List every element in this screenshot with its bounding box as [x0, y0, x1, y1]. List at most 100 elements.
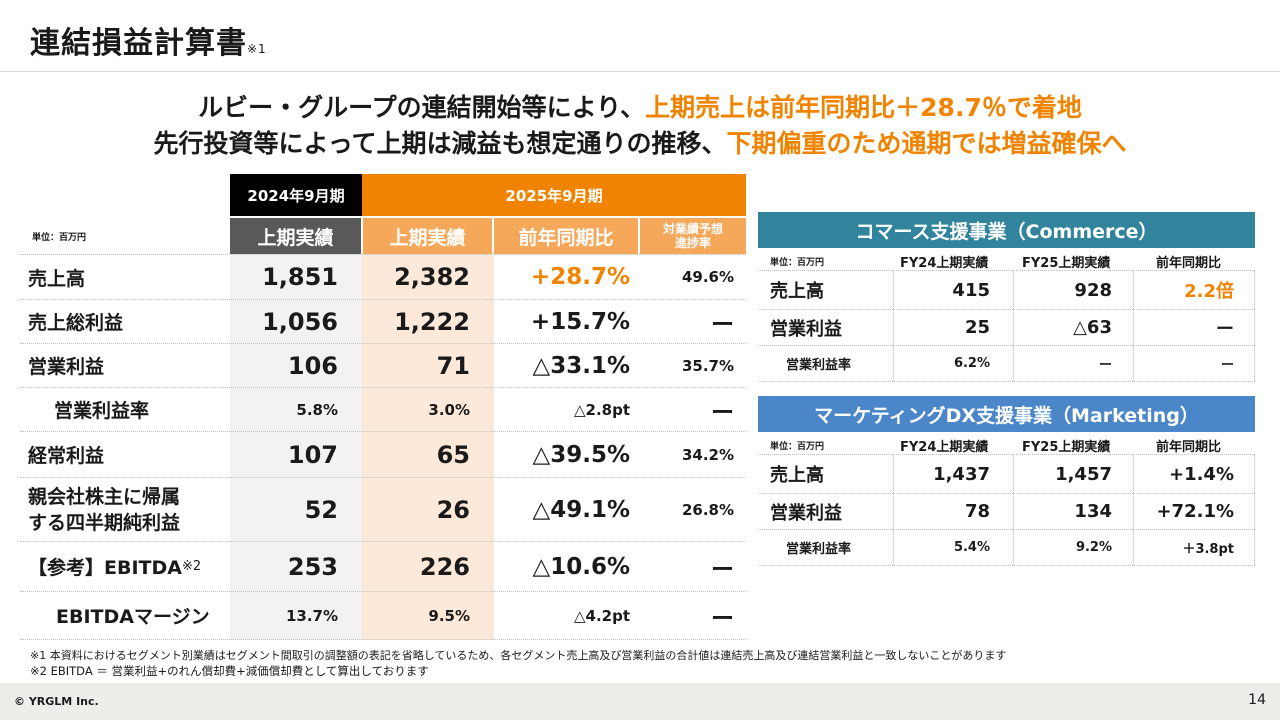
col-divider: [1133, 346, 1134, 381]
commerce-col-fy25: FY25上期実績: [1022, 256, 1111, 271]
col-divider: [1254, 271, 1255, 309]
col-yoy: 前年同期比: [494, 218, 638, 254]
page-number: 14: [1248, 692, 1266, 708]
headline-line-1: ルビー・グループの連結開始等により、上期売上は前年同期比＋28.7％で着地: [0, 88, 1280, 124]
row-label: 親会社株主に帰属 する四半期純利益: [28, 478, 180, 541]
headline-2-orange: 下期偏重のため通期では増益確保へ: [726, 129, 1127, 158]
cell-prev: 106: [287, 351, 338, 380]
marketing-unit: 単位：百万円: [770, 442, 825, 452]
consolidated-pl-table: 2024年9月期 2025年9月期 単位：百万円 上期実績 上期実績 前年同期比…: [20, 174, 746, 640]
col-divider: [1013, 310, 1014, 345]
marketing-col-fy24: FY24上期実績: [900, 440, 989, 455]
row-label: 【参考】EBITDA ※2: [28, 542, 201, 591]
cell-progress: 26.8%: [681, 500, 734, 519]
col-divider: [1013, 271, 1014, 309]
row-ordinary-profit: 経常利益 107 65 △39.5% 34.2%: [20, 432, 746, 478]
col-divider: [893, 271, 894, 309]
cell-fy24: 5.4%: [953, 540, 990, 555]
cell-yoy: +72.1%: [1156, 501, 1234, 522]
row-label-note: ※2: [181, 559, 202, 574]
commerce-unit: 単位：百万円: [770, 258, 825, 268]
fy2025-header: 2025年9月期: [362, 174, 746, 216]
fy2025-column-bg: [362, 254, 494, 640]
col-divider: [1133, 271, 1134, 309]
cell-yoy: ー: [1220, 358, 1234, 373]
page-title-note: ※1: [247, 42, 267, 56]
row-label: 営業利益率: [786, 358, 852, 373]
cell-curr: 3.0%: [428, 400, 470, 419]
row-label: 営業利益: [770, 318, 842, 340]
cell-prev: 107: [287, 440, 338, 469]
headline-1-orange: 上期売上は前年同期比＋28.7％で着地: [645, 93, 1082, 122]
footnote-1: ※1 本資料におけるセグメント別業績はセグメント間取引の調整額の表記を省略してい…: [30, 649, 1007, 662]
cell-fy25: ー: [1098, 358, 1112, 373]
cell-yoy: △10.6%: [532, 553, 630, 580]
cell-prev: 253: [287, 552, 338, 581]
col-divider: [1133, 455, 1134, 493]
col-divider: [1254, 455, 1255, 493]
row-sales: 売上高 1,851 2,382 +28.7% 49.6%: [20, 254, 746, 300]
cell-prev: 13.7%: [285, 606, 338, 625]
marketing-title: マーケティングDX支援事業（Marketing）: [758, 396, 1255, 432]
col-progress-line1: 対業績予想: [662, 222, 723, 236]
cell-yoy: △49.1%: [532, 496, 630, 523]
col-divider: [893, 530, 894, 565]
col-divider: [893, 494, 894, 529]
cell-yoy: △2.8pt: [573, 400, 630, 419]
cell-prev: 1,056: [262, 307, 338, 336]
cell-progress: ー: [711, 556, 734, 583]
cell-fy25: 9.2%: [1075, 540, 1112, 555]
commerce-row-op: 営業利益 25 △63 ー: [758, 310, 1255, 346]
marketing-segment-table: マーケティングDX支援事業（Marketing） 単位：百万円 FY24上期実績…: [758, 396, 1255, 566]
row-ebitda: 【参考】EBITDA ※2 253 226 △10.6% ー: [20, 542, 746, 592]
row-operating-margin: 営業利益率 5.8% 3.0% △2.8pt ー: [20, 388, 746, 432]
headline-line-2: 先行投資等によって上期は減益も想定通りの推移、下期偏重のため通期では増益確保へ: [0, 124, 1280, 160]
cell-curr: 26: [436, 495, 470, 524]
cell-curr: 226: [419, 552, 470, 581]
cell-fy25: 134: [1074, 501, 1112, 522]
col-progress: 対業績予想 進捗率: [640, 218, 746, 254]
row-label: 営業利益: [28, 356, 105, 378]
cell-curr: 1,222: [394, 307, 470, 336]
fy2024-header: 2024年9月期: [230, 174, 362, 216]
cell-fy24: 25: [964, 317, 990, 338]
row-label-text: 【参考】EBITDA: [28, 557, 182, 579]
row-net-income: 親会社株主に帰属 する四半期純利益 52 26 △49.1% 26.8%: [20, 478, 746, 542]
cell-fy24: 78: [964, 501, 990, 522]
unit-label: 単位：百万円: [32, 233, 87, 243]
row-label: 売上総利益: [28, 312, 124, 334]
cell-curr: 9.5%: [428, 606, 470, 625]
cell-yoy: 2.2倍: [1184, 281, 1234, 302]
row-label-line1: 親会社株主に帰属: [28, 485, 181, 508]
col-divider: [893, 310, 894, 345]
cell-yoy: +1.4%: [1168, 463, 1234, 485]
row-label: 営業利益率: [54, 400, 150, 422]
cell-yoy: △33.1%: [532, 352, 630, 379]
col-divider: [1133, 494, 1134, 529]
cell-curr: 2,382: [394, 263, 470, 291]
headline-1-black: ルビー・グループの連結開始等により、: [198, 93, 646, 122]
cell-progress: ー: [711, 605, 734, 632]
commerce-row-margin: 営業利益率 6.2% ー ー: [758, 346, 1255, 382]
headline-2-black: 先行投資等によって上期は減益も想定通りの推移、: [153, 129, 727, 158]
cell-fy24: 1,437: [933, 463, 990, 485]
page-title: 連結損益計算書※1: [30, 18, 267, 62]
cell-curr: 65: [436, 440, 470, 469]
commerce-segment-table: コマース支援事業（Commerce） 単位：百万円 FY24上期実績 FY25上…: [758, 212, 1255, 382]
col-divider: [1013, 455, 1014, 493]
col-divider: [1254, 310, 1255, 345]
commerce-subheader: 単位：百万円 FY24上期実績 FY25上期実績 前年同期比: [758, 248, 1255, 271]
cell-progress: 34.2%: [681, 445, 734, 464]
cell-yoy: +15.7%: [530, 308, 630, 335]
row-label: 売上高: [770, 465, 824, 486]
row-label: 売上高: [770, 281, 824, 302]
marketing-col-yoy: 前年同期比: [1156, 440, 1222, 455]
marketing-row-margin: 営業利益率 5.4% 9.2% ＋3.8pt: [758, 530, 1255, 566]
col-divider: [893, 455, 894, 493]
commerce-row-sales: 売上高 415 928 2.2倍: [758, 270, 1255, 310]
cell-yoy: △39.5%: [532, 441, 630, 468]
cell-fy24: 6.2%: [953, 356, 990, 371]
commerce-title: コマース支援事業（Commerce）: [758, 212, 1255, 248]
footer: © YRGLM Inc. 14: [0, 683, 1280, 720]
cell-yoy: ＋3.8pt: [1182, 542, 1234, 557]
